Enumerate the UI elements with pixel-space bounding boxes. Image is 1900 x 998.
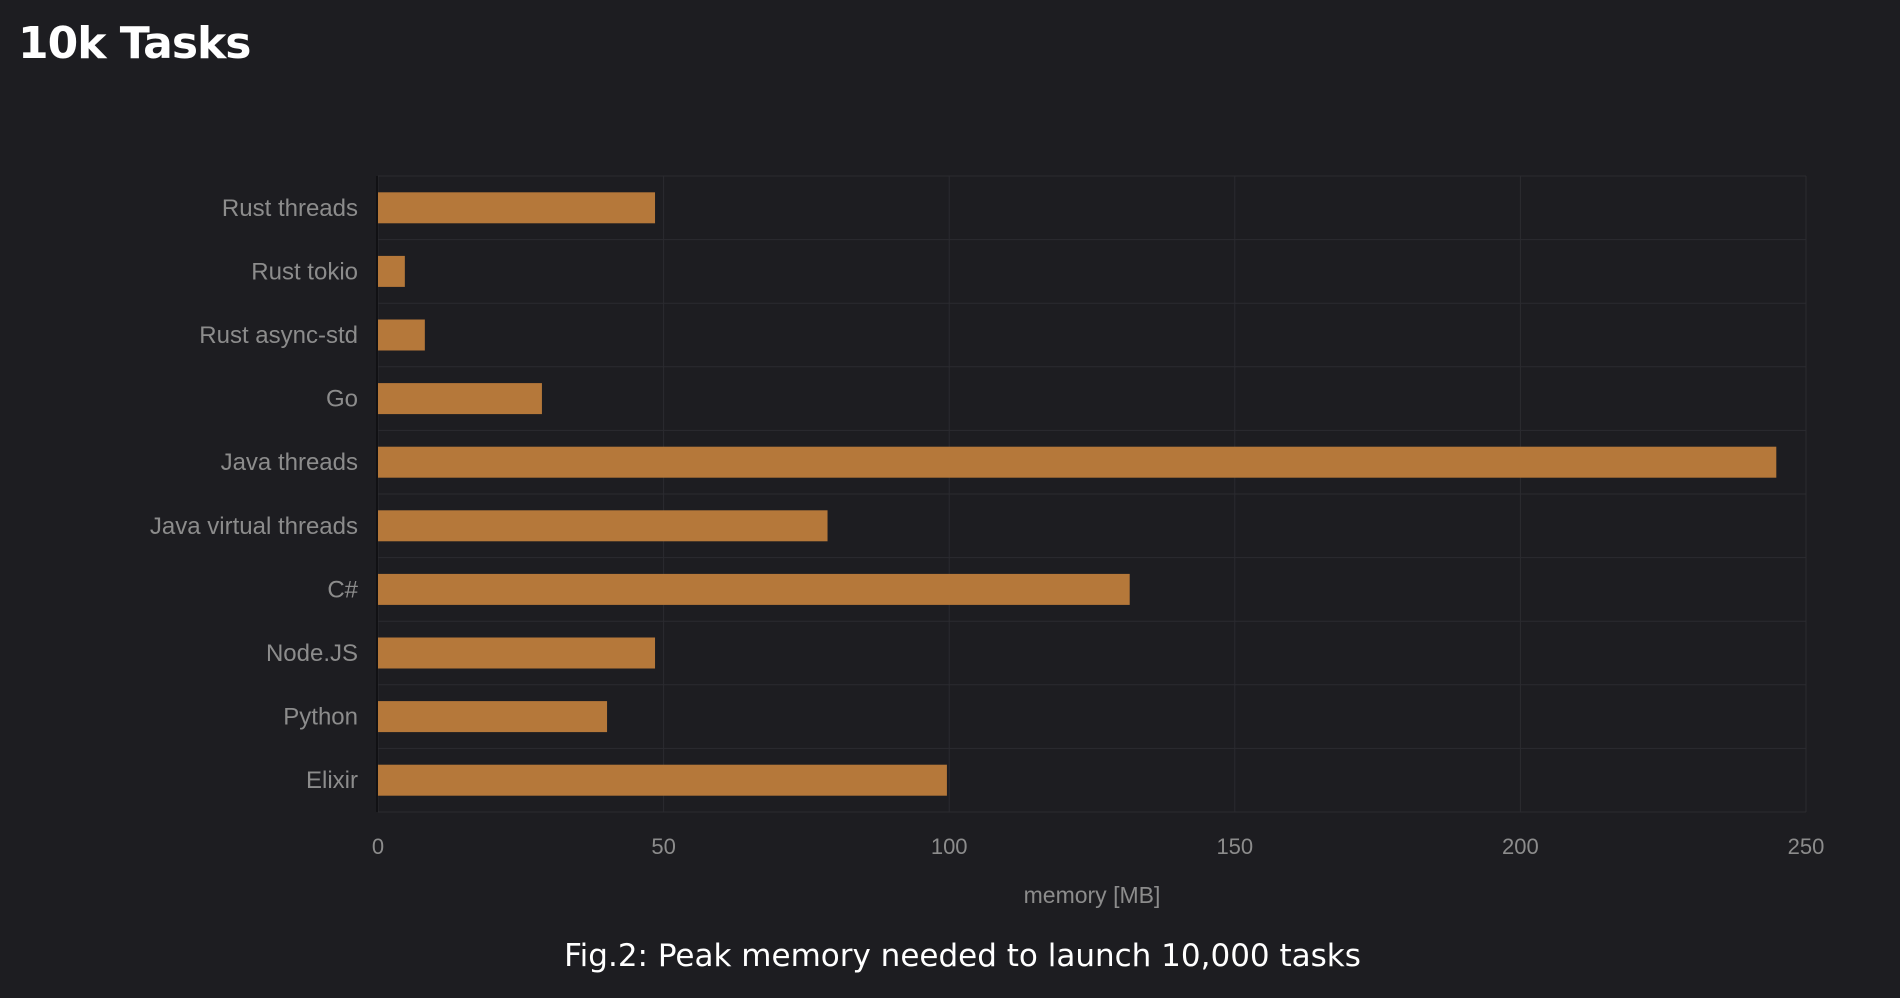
category-label: Node.JS xyxy=(266,640,358,667)
memory-bar-chart: 0 50 100 150 200 250 Rust threads Rust tokio Rus… xyxy=(150,175,1824,908)
category-label: Elixir xyxy=(306,767,358,794)
x-axis-title: memory [MB] xyxy=(1024,882,1161,908)
x-tick-label: 50 xyxy=(651,834,675,859)
figure-caption: Fig.2: Peak memory needed to launch 10,0… xyxy=(564,938,1361,974)
bar-layer xyxy=(378,192,1777,796)
x-tick-label: 100 xyxy=(931,834,968,859)
bar xyxy=(378,446,1777,478)
category-label: Rust async-std xyxy=(199,322,358,349)
category-label: Rust tokio xyxy=(251,258,358,285)
category-label: Python xyxy=(283,704,358,731)
category-label: Java threads xyxy=(221,449,358,476)
category-label: C# xyxy=(327,576,358,603)
category-label: Java virtual threads xyxy=(150,513,358,540)
bar xyxy=(378,573,1130,605)
bar xyxy=(378,701,608,733)
category-label: Rust threads xyxy=(222,195,358,222)
bar xyxy=(378,192,656,224)
category-label: Go xyxy=(326,386,358,413)
grid-layer xyxy=(376,175,1807,813)
x-tick-label: 0 xyxy=(372,834,384,859)
x-tick-label: 150 xyxy=(1216,834,1253,859)
bar xyxy=(378,383,542,415)
bar xyxy=(378,255,405,287)
x-tick-label: 250 xyxy=(1788,834,1825,859)
bar xyxy=(378,319,425,351)
x-tick-label: 200 xyxy=(1502,834,1539,859)
bar xyxy=(378,764,947,796)
bar xyxy=(378,510,828,542)
page-title: 10k Tasks xyxy=(18,18,251,69)
bar xyxy=(378,637,656,669)
label-layer: 0 50 100 150 200 250 Rust threads Rust tokio Rus… xyxy=(150,195,1824,859)
